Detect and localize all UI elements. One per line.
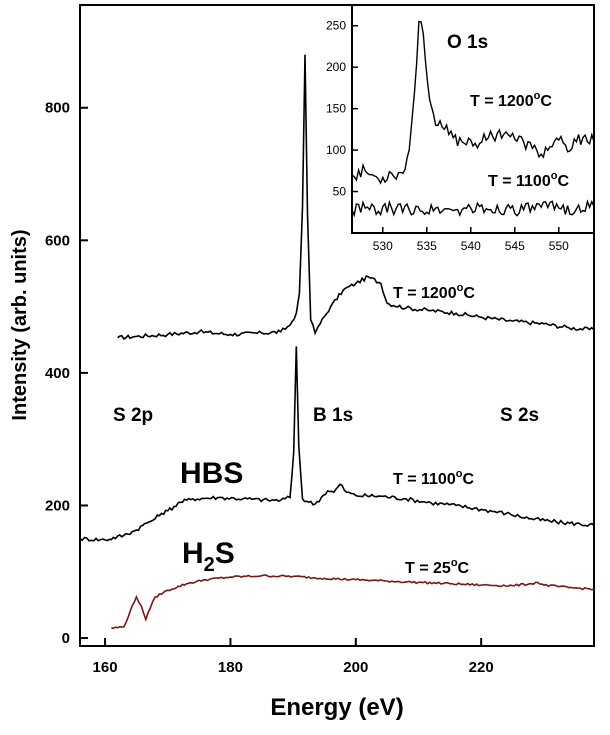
- series-label: T = 1200oC: [393, 282, 475, 302]
- inset-x-tick-label: 535: [417, 239, 437, 253]
- series-label: T = 25oC: [405, 557, 470, 577]
- inset-chart: 530 535 540 545 550 50 100 150 200 250 T = 1200oC…: [326, 4, 595, 253]
- inset-x-tick-label: 550: [549, 239, 569, 253]
- main-series: T = 1200oC T = 1100oC T = 25oC: [79, 54, 595, 630]
- x-tick-label: 180: [218, 659, 243, 676]
- series-line-1200C: [117, 54, 595, 341]
- annotation-s2s: S 2s: [500, 405, 539, 426]
- x-tick-label: 160: [93, 659, 118, 676]
- y-tick-label: 600: [45, 232, 70, 249]
- x-axis-title: Energy (eV): [270, 694, 403, 721]
- series-label: T = 1100oC: [393, 468, 474, 488]
- inset-x-tick-label: 530: [373, 239, 393, 253]
- annotation-s2p: S 2p: [113, 405, 153, 426]
- inset-series-label: T = 1200oC: [470, 90, 552, 110]
- y-tick-label: 0: [62, 630, 70, 647]
- inset-y-tick-label: 200: [326, 60, 346, 74]
- y-axis-title: Intensity (arb. units): [9, 229, 31, 420]
- inset-y-tick-label: 100: [326, 143, 346, 157]
- plot-frame: [79, 4, 595, 647]
- inset-series-line-1200C: [351, 20, 595, 185]
- inset-y-tick-label: 150: [326, 102, 346, 116]
- inset-x-tick-label: 540: [461, 239, 481, 253]
- main-annotations: S 2p B 1s S 2s HBS H2S: [113, 405, 539, 576]
- inset-x-tick-label: 545: [505, 239, 525, 253]
- inset-ticks: 530 535 540 545 550 50 100 150 200 250: [326, 19, 569, 253]
- inset-series-line-1100C: [351, 199, 595, 218]
- inset-y-tick-label: 50: [333, 185, 347, 199]
- y-tick-label: 800: [45, 100, 70, 117]
- series-line-25C: [111, 574, 595, 630]
- annotation-hbs: HBS: [180, 457, 243, 490]
- main-ticks: 160 180 200 220 0 200 400 600 800: [45, 100, 494, 676]
- series-line-1100C: [79, 346, 595, 542]
- annotation-b1s: B 1s: [313, 405, 353, 426]
- inset-title: O 1s: [447, 32, 488, 53]
- inset-series: T = 1200oC T = 1100oC: [351, 20, 595, 218]
- x-tick-label: 200: [343, 659, 368, 676]
- inset-series-label: T = 1100oC: [488, 170, 569, 190]
- inset-y-tick-label: 250: [326, 19, 346, 33]
- x-tick-label: 220: [469, 659, 494, 676]
- annotation-h2s: H2S: [182, 537, 235, 576]
- y-tick-label: 400: [45, 365, 70, 382]
- inset-frame: [351, 4, 595, 234]
- y-tick-label: 200: [45, 497, 70, 514]
